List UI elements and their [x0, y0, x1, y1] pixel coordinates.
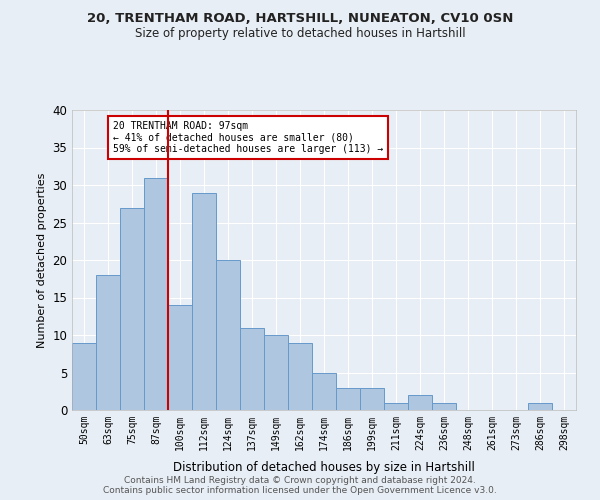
- Text: Size of property relative to detached houses in Hartshill: Size of property relative to detached ho…: [134, 28, 466, 40]
- Bar: [144, 178, 168, 410]
- Bar: [336, 388, 360, 410]
- Text: Contains public sector information licensed under the Open Government Licence v3: Contains public sector information licen…: [103, 486, 497, 495]
- Bar: [96, 275, 120, 410]
- Bar: [192, 192, 216, 410]
- Bar: [312, 372, 336, 410]
- Bar: [264, 335, 288, 410]
- Bar: [288, 342, 312, 410]
- Bar: [360, 388, 384, 410]
- Bar: [384, 402, 408, 410]
- Bar: [408, 395, 432, 410]
- Bar: [216, 260, 240, 410]
- Bar: [240, 328, 264, 410]
- Text: 20, TRENTHAM ROAD, HARTSHILL, NUNEATON, CV10 0SN: 20, TRENTHAM ROAD, HARTSHILL, NUNEATON, …: [87, 12, 513, 26]
- Text: 20 TRENTHAM ROAD: 97sqm
← 41% of detached houses are smaller (80)
59% of semi-de: 20 TRENTHAM ROAD: 97sqm ← 41% of detache…: [113, 121, 383, 154]
- Bar: [168, 305, 192, 410]
- Y-axis label: Number of detached properties: Number of detached properties: [37, 172, 47, 348]
- Bar: [432, 402, 456, 410]
- X-axis label: Distribution of detached houses by size in Hartshill: Distribution of detached houses by size …: [173, 461, 475, 474]
- Bar: [528, 402, 552, 410]
- Bar: [72, 342, 96, 410]
- Text: Contains HM Land Registry data © Crown copyright and database right 2024.: Contains HM Land Registry data © Crown c…: [124, 476, 476, 485]
- Bar: [120, 208, 144, 410]
